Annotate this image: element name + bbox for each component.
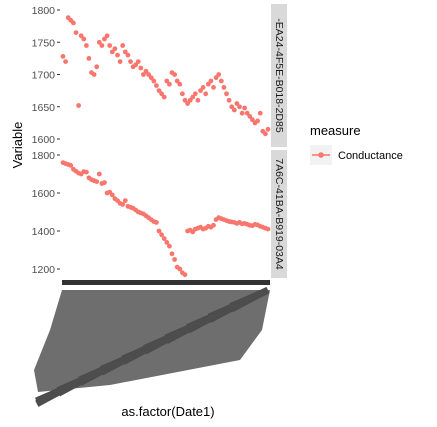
data-point [177, 82, 182, 87]
data-point [151, 79, 156, 84]
legend-key-point [318, 152, 324, 158]
data-point [196, 98, 201, 103]
y-tick-label: 1200 [32, 264, 56, 276]
legend-title: measure [310, 123, 361, 138]
data-point [222, 85, 227, 90]
data-point [172, 72, 177, 77]
data-point [68, 163, 73, 168]
x-tick-labels-block [34, 290, 270, 404]
data-point [183, 272, 188, 277]
panel-2-background [60, 150, 271, 278]
data-point [97, 172, 102, 177]
data-point [193, 91, 198, 96]
data-point [227, 98, 232, 103]
data-point [87, 56, 92, 61]
data-point [209, 79, 214, 84]
panel-1-y-axis: 1800 1750 1700 1650 1600 [32, 5, 60, 146]
data-point [167, 244, 172, 249]
data-point [94, 179, 99, 184]
data-point [118, 59, 123, 64]
data-point [201, 85, 206, 90]
panel-2-y-axis: 1800 1600 1400 1200 [32, 150, 60, 276]
data-point [263, 131, 268, 136]
data-point [128, 59, 133, 64]
y-tick-label: 1650 [32, 102, 56, 114]
data-point [232, 108, 237, 113]
data-point [224, 91, 229, 96]
data-point [154, 83, 159, 88]
data-point [203, 91, 208, 96]
x-axis-band [62, 280, 270, 285]
data-point [211, 223, 216, 228]
data-point [138, 66, 143, 71]
data-point [180, 91, 185, 96]
y-tick-label: 1750 [32, 37, 56, 49]
panel-1-background [60, 4, 271, 147]
y-tick-label: 1800 [32, 5, 56, 17]
data-point [76, 103, 81, 108]
data-point [219, 79, 224, 84]
data-point [154, 220, 159, 225]
x-axis-title: as.factor(Date1) [121, 404, 214, 419]
data-point [63, 59, 68, 64]
data-point [100, 43, 105, 48]
y-axis-title: Variable [10, 122, 25, 169]
y-tick-label: 1400 [32, 226, 56, 238]
data-point [170, 251, 175, 256]
data-point [126, 53, 131, 58]
data-point [81, 37, 86, 42]
strip-2-label: 7A6C-41BA-B919-03A4 [273, 158, 285, 270]
data-point [61, 54, 66, 59]
legend-entry-conductance: Conductance [338, 150, 403, 162]
y-tick-label: 1800 [32, 150, 56, 162]
data-point [107, 43, 112, 48]
data-point [84, 43, 89, 48]
data-point [94, 64, 99, 69]
y-tick-label: 1600 [32, 188, 56, 200]
data-point [266, 227, 271, 232]
data-point [136, 59, 141, 64]
data-point [102, 180, 107, 185]
data-point [255, 119, 260, 124]
data-point [162, 95, 167, 100]
data-point [120, 43, 125, 48]
data-point [167, 82, 172, 87]
data-point [84, 170, 89, 175]
data-point [266, 127, 271, 132]
data-point [92, 72, 97, 77]
data-point [105, 33, 110, 38]
data-point [123, 198, 128, 203]
data-point [113, 46, 118, 51]
data-point [237, 104, 242, 109]
data-point [211, 85, 216, 90]
data-point [216, 72, 221, 77]
y-tick-label: 1600 [32, 134, 56, 146]
strip-1-label: -EA24-4F5E-B018-2D85 [273, 18, 285, 133]
data-point [240, 111, 245, 116]
data-point [71, 21, 76, 26]
data-point [74, 30, 79, 35]
data-point [242, 106, 247, 111]
data-point [115, 53, 120, 58]
data-point [172, 257, 177, 262]
y-tick-label: 1700 [32, 70, 56, 82]
data-point [258, 111, 263, 116]
